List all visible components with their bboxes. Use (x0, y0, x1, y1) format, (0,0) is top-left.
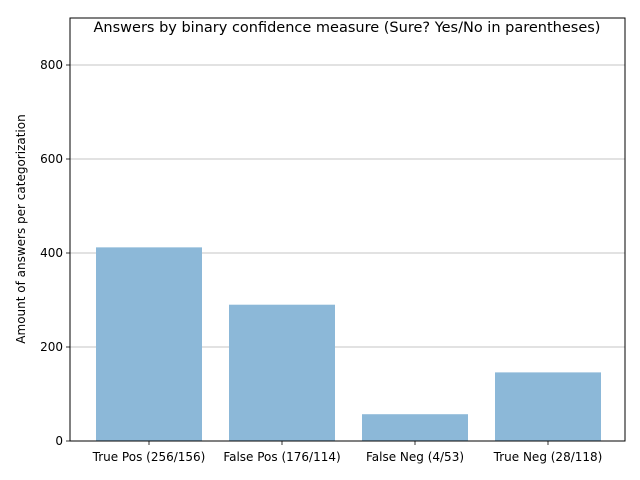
x-tick-label: True Pos (256/156) (92, 450, 206, 464)
plot-frame (69, 17, 626, 442)
y-tick-label: 600 (40, 152, 63, 166)
bar-true-neg (495, 372, 601, 441)
chart-title: Answers by binary confidence measure (Su… (94, 20, 601, 36)
y-tick-label: 400 (40, 246, 63, 260)
y-axis-ticks: 0 200 400 600 800 (40, 58, 70, 448)
bar-true-pos (96, 247, 202, 441)
y-tick-label: 200 (40, 340, 63, 354)
x-tick-label: False Neg (4/53) (366, 450, 464, 464)
y-tick-label: 0 (55, 434, 63, 448)
y-axis-label: Amount of answers per categorization (14, 114, 28, 343)
y-tick-label: 800 (40, 58, 63, 72)
x-axis-ticks: True Pos (256/156) False Pos (176/114) Fal… (92, 441, 603, 464)
bars (96, 247, 601, 441)
x-tick-label: True Neg (28/118) (493, 450, 603, 464)
bar-false-neg (362, 414, 468, 441)
bar-false-pos (229, 304, 335, 441)
x-tick-label: False Pos (176/114) (223, 450, 340, 464)
